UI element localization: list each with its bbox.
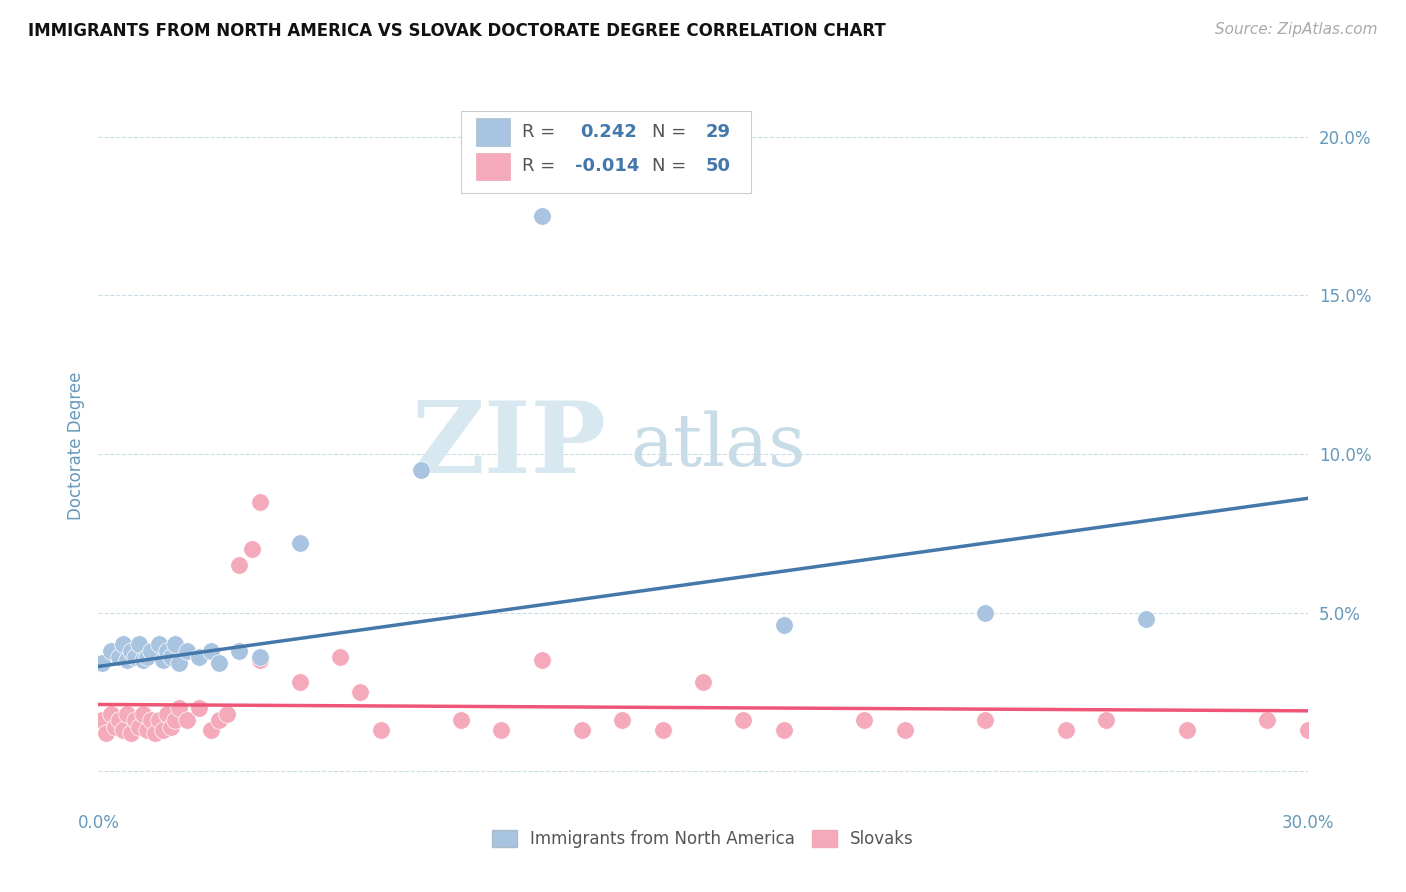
FancyBboxPatch shape <box>475 153 509 180</box>
Point <box>176 714 198 728</box>
Point <box>107 649 129 664</box>
Point <box>409 463 432 477</box>
Point <box>156 706 179 721</box>
Point <box>143 726 166 740</box>
Point <box>132 706 155 721</box>
Point <box>167 700 190 714</box>
Point <box>530 653 553 667</box>
Text: 50: 50 <box>706 157 731 175</box>
Text: Source: ZipAtlas.com: Source: ZipAtlas.com <box>1215 22 1378 37</box>
Point <box>156 643 179 657</box>
Point <box>167 657 190 671</box>
Point <box>139 643 162 657</box>
Point <box>1296 723 1319 737</box>
Text: R =: R = <box>522 123 561 141</box>
Point <box>160 649 183 664</box>
Point <box>733 714 755 728</box>
Point <box>772 723 794 737</box>
Point <box>120 643 142 657</box>
Point <box>651 723 673 737</box>
Point <box>96 726 118 740</box>
Point <box>249 494 271 508</box>
Text: ZIP: ZIP <box>412 398 606 494</box>
Text: 29: 29 <box>706 123 731 141</box>
Text: N =: N = <box>652 157 692 175</box>
Point <box>288 675 311 690</box>
Point <box>1256 714 1278 728</box>
Point <box>200 723 222 737</box>
Point <box>491 723 513 737</box>
Point <box>188 700 211 714</box>
Point <box>128 637 150 651</box>
Point <box>124 649 146 664</box>
Point <box>208 714 231 728</box>
Point <box>974 714 997 728</box>
Point <box>1135 612 1157 626</box>
Point <box>132 653 155 667</box>
Point <box>115 653 138 667</box>
Point <box>228 558 250 572</box>
Point <box>329 649 352 664</box>
Point <box>692 675 714 690</box>
Point <box>148 714 170 728</box>
Point <box>135 723 157 737</box>
Point <box>530 209 553 223</box>
Point <box>107 714 129 728</box>
Point <box>120 726 142 740</box>
Point <box>288 535 311 549</box>
Point <box>152 653 174 667</box>
Point <box>139 714 162 728</box>
Point <box>124 714 146 728</box>
Point <box>1054 723 1077 737</box>
Point <box>188 649 211 664</box>
Point <box>160 720 183 734</box>
Point <box>240 542 263 557</box>
Text: -0.014: -0.014 <box>575 157 640 175</box>
Text: N =: N = <box>652 123 692 141</box>
Point <box>893 723 915 737</box>
Point <box>135 649 157 664</box>
Point <box>1175 723 1198 737</box>
Y-axis label: Doctorate Degree: Doctorate Degree <box>66 372 84 520</box>
Point <box>249 649 271 664</box>
Point <box>450 714 472 728</box>
FancyBboxPatch shape <box>461 111 751 193</box>
Point <box>100 643 122 657</box>
Point <box>217 706 239 721</box>
Point <box>163 637 186 651</box>
Legend: Immigrants from North America, Slovaks: Immigrants from North America, Slovaks <box>485 823 921 855</box>
Point <box>571 723 593 737</box>
Text: R =: R = <box>522 157 561 175</box>
Point <box>228 643 250 657</box>
Point <box>128 720 150 734</box>
Point <box>152 723 174 737</box>
Point <box>103 720 125 734</box>
Point <box>111 723 134 737</box>
Point <box>612 714 634 728</box>
Point <box>163 714 186 728</box>
Point <box>91 714 114 728</box>
Point <box>91 657 114 671</box>
Point <box>349 685 371 699</box>
Text: IMMIGRANTS FROM NORTH AMERICA VS SLOVAK DOCTORATE DEGREE CORRELATION CHART: IMMIGRANTS FROM NORTH AMERICA VS SLOVAK … <box>28 22 886 40</box>
Point <box>111 637 134 651</box>
Point <box>370 723 392 737</box>
Point <box>176 643 198 657</box>
Point <box>208 657 231 671</box>
Text: 0.242: 0.242 <box>579 123 637 141</box>
FancyBboxPatch shape <box>475 119 509 145</box>
Point <box>249 653 271 667</box>
Point <box>853 714 876 728</box>
Text: atlas: atlas <box>630 410 806 482</box>
Point <box>148 637 170 651</box>
Point <box>772 618 794 632</box>
Point <box>1095 714 1118 728</box>
Point <box>100 706 122 721</box>
Point <box>974 606 997 620</box>
Point <box>115 706 138 721</box>
Point <box>200 643 222 657</box>
